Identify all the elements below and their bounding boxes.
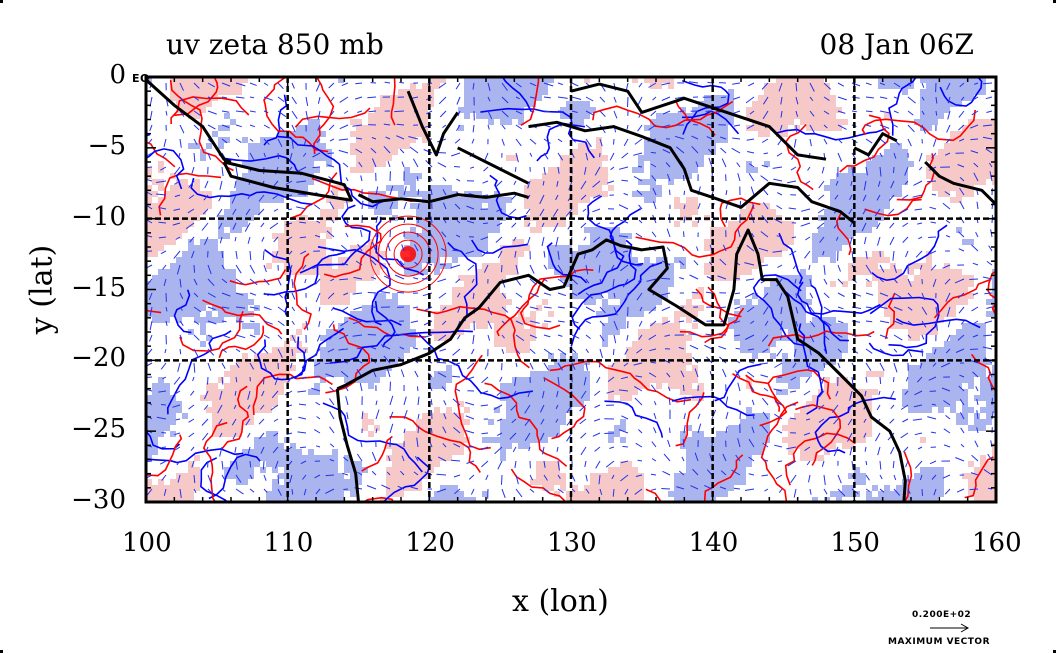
y-tick-label: −15 [71,272,126,303]
coastline-segment [924,160,996,206]
legend-max-vector-value: 0.200E+02 [912,610,972,620]
coastline-segment [222,160,353,202]
y-tick-label: −20 [71,343,126,374]
coastline-segment [528,120,856,225]
coastline-segment [457,146,530,185]
legend-max-vector-label: MAXIMUM VECTOR [888,637,991,647]
y-tick-label: −10 [71,201,126,232]
vorticity-contours [146,77,996,502]
coastline-segment [335,388,360,502]
equator-label: EQ [132,72,150,85]
coastline-segment [853,132,898,157]
y-tick-label: 0 [109,60,126,90]
x-tick-label: 140 [688,528,739,558]
wind-vectors [146,81,994,499]
legend-vector-arrow [930,623,970,633]
coastline-segment [146,78,232,164]
lat-lon-grid [146,77,996,502]
x-tick-label: 100 [122,528,172,558]
axis-tick-marks [145,76,997,503]
coastline-segment [570,82,827,161]
chart-title-right: 08 Jan 06Z [819,28,974,61]
coastline-segment [357,191,529,204]
y-tick-label: −5 [87,130,126,161]
corner-mark [0,650,3,653]
x-tick-label: 160 [972,528,1022,558]
coastline-segment [336,228,907,502]
coastlines [146,78,996,502]
y-tick-label: −30 [71,485,126,515]
corner-mark [1053,0,1056,3]
corner-mark [0,0,3,3]
x-tick-label: 150 [830,528,880,558]
y-axis-label: y (lat) [24,244,60,335]
chart-title-left: uv zeta 850 mb [166,28,384,61]
y-tick-label: −25 [71,414,126,445]
cyclone-center [400,246,417,263]
coastline-segment [406,90,459,157]
x-tick-label: 130 [547,528,597,558]
corner-mark [1053,650,1056,653]
x-tick-label: 110 [263,528,314,558]
x-axis-label: x (lon) [512,584,609,619]
x-tick-label: 120 [405,528,455,558]
